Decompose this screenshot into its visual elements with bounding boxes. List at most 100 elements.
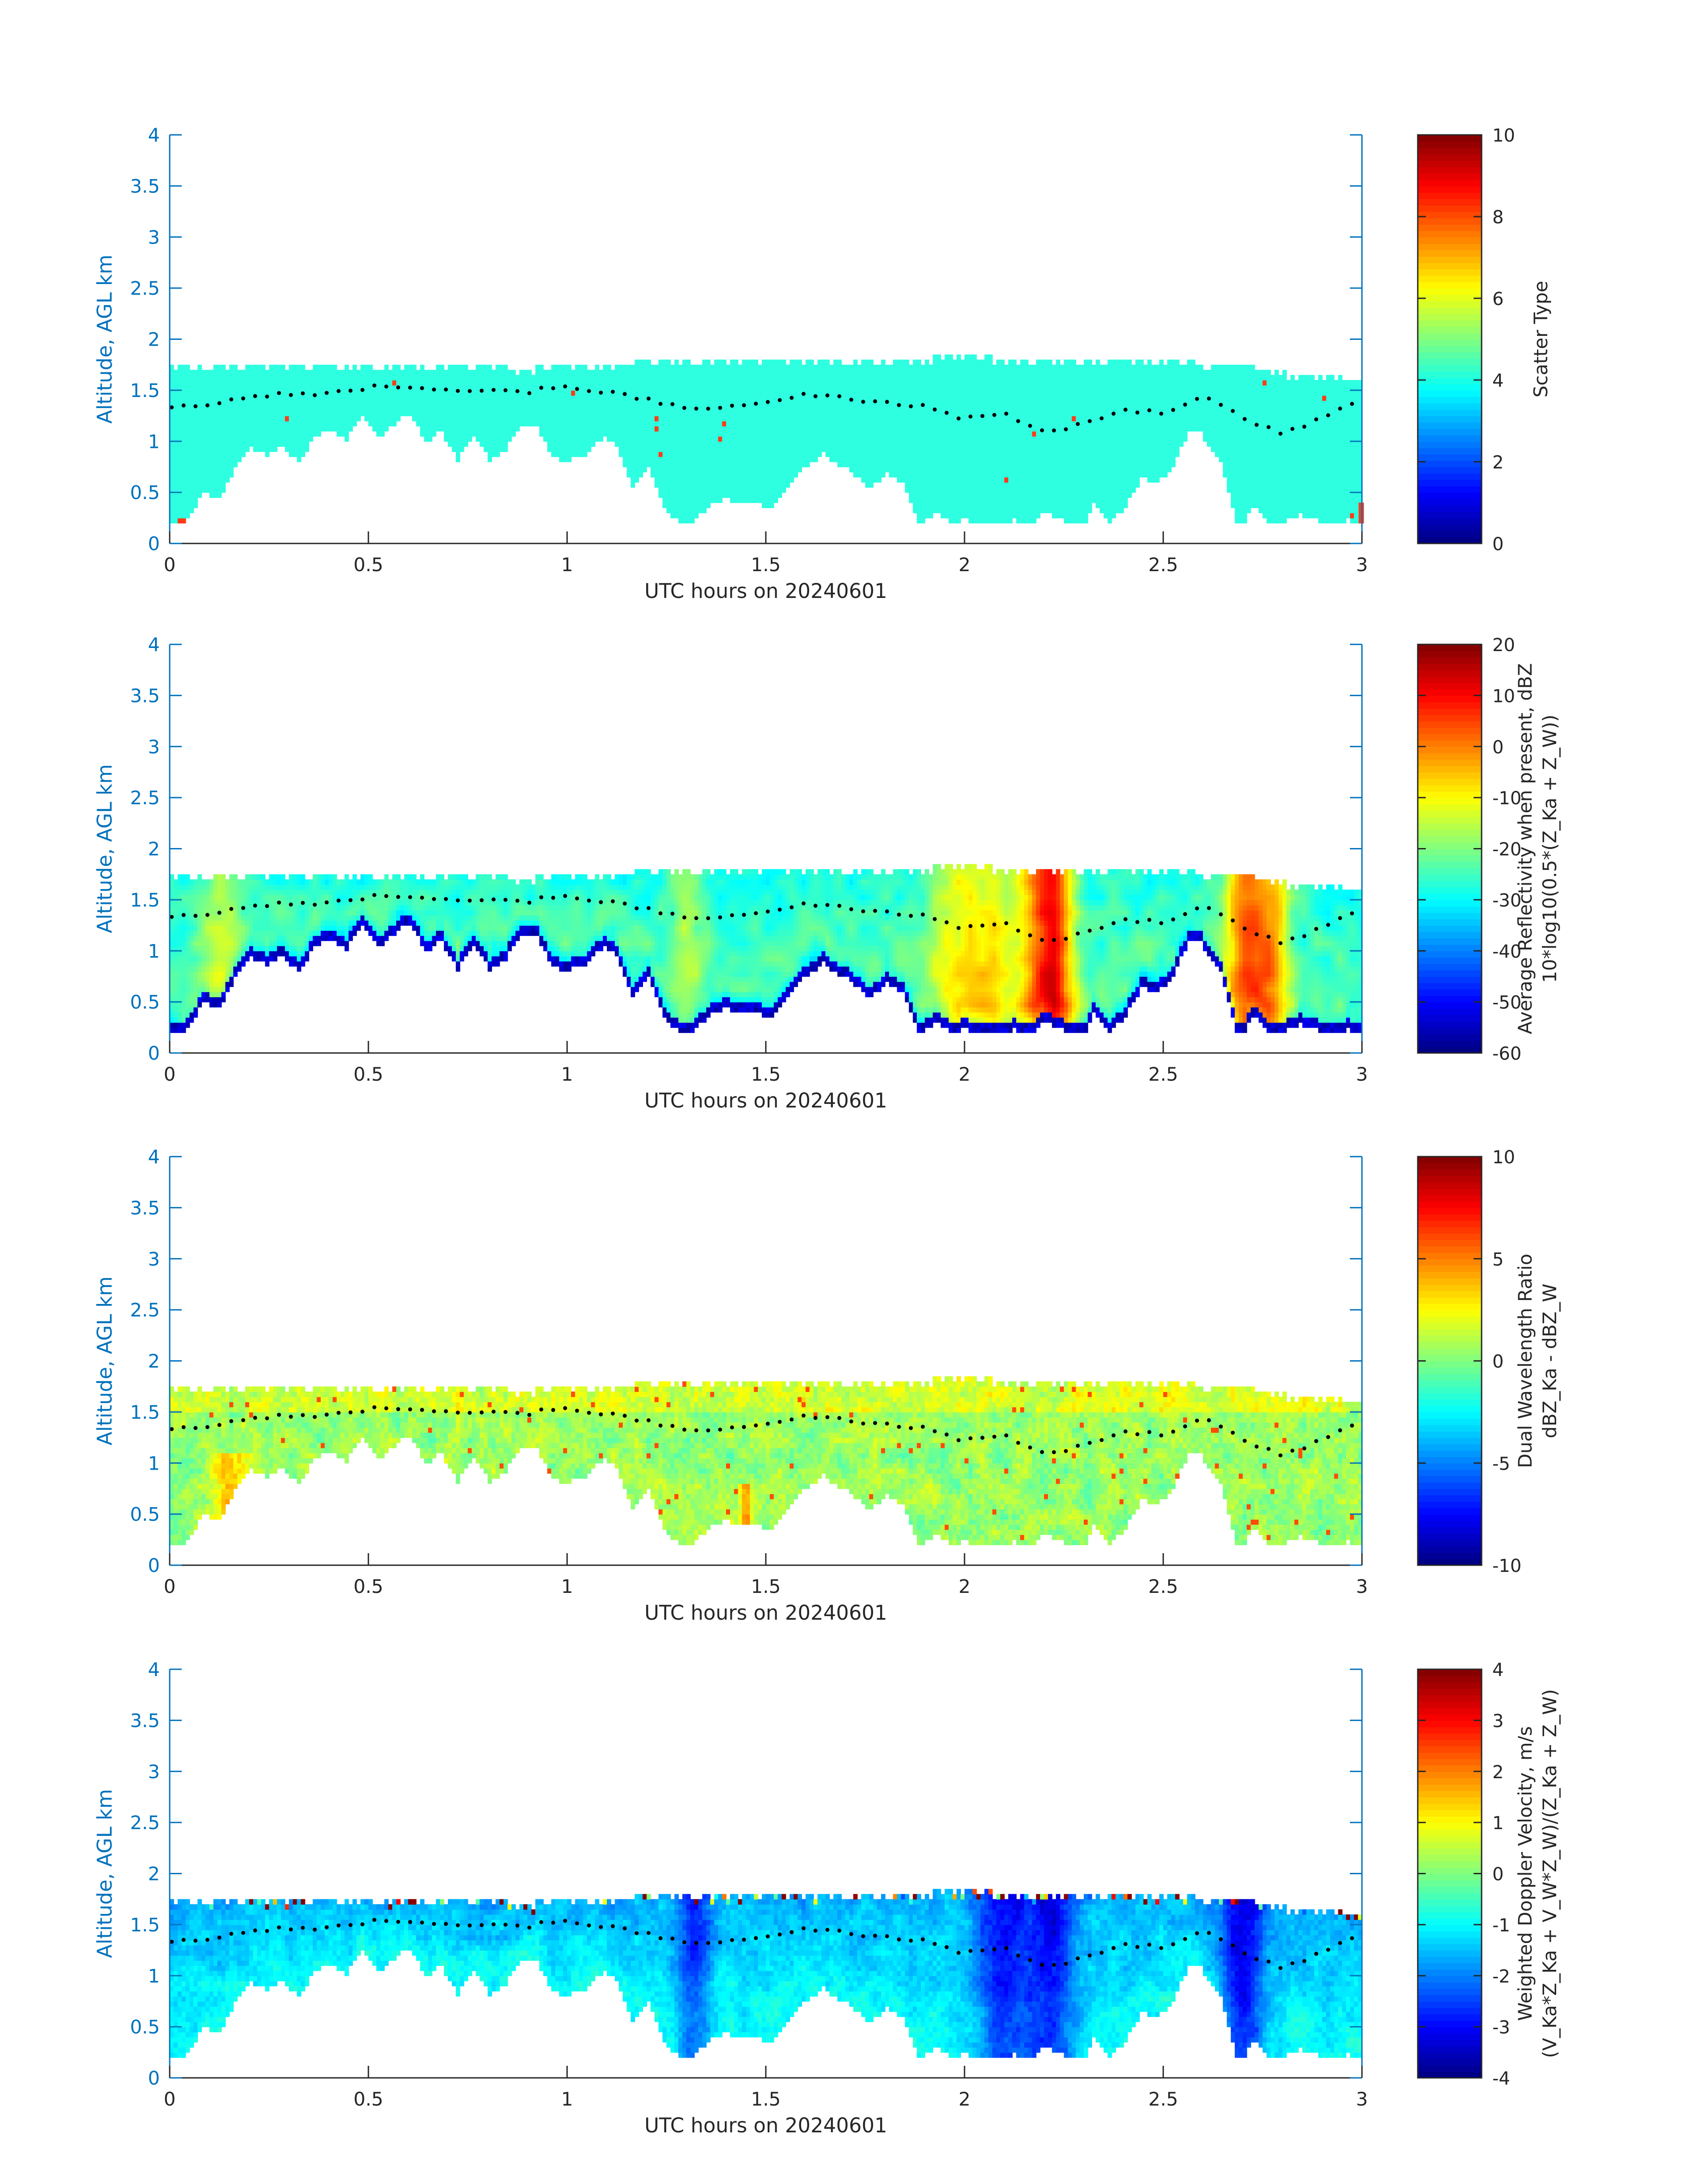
- heatmap-cell: [977, 447, 981, 452]
- heatmap-cell: [1016, 482, 1021, 488]
- heatmap-cell: [1072, 441, 1076, 447]
- heatmap-cell: [742, 462, 747, 467]
- heatmap-cell: [988, 385, 993, 390]
- heatmap-cell: [321, 365, 325, 370]
- heatmap-cell: [678, 365, 683, 370]
- heatmap-cell: [289, 421, 293, 426]
- heatmap-cell: [1008, 416, 1013, 421]
- heatmap-cell: [738, 401, 743, 406]
- heatmap-cell: [1024, 416, 1029, 421]
- heatmap-cell: [1032, 487, 1036, 493]
- heatmap-cell: [806, 411, 810, 416]
- heatmap-cell: [1000, 416, 1005, 421]
- heatmap-cell: [460, 385, 464, 390]
- heatmap-cell: [822, 441, 826, 447]
- heatmap-cell: [643, 405, 647, 411]
- heatmap-cell: [758, 482, 762, 488]
- heatmap-cell: [933, 477, 937, 482]
- heatmap-cell: [1036, 447, 1040, 452]
- heatmap-cell: [877, 390, 881, 396]
- heatmap-cell: [913, 487, 917, 493]
- heatmap-cell: [992, 436, 997, 442]
- heatmap-cell: [277, 411, 281, 416]
- heatmap-cell: [885, 385, 889, 390]
- heatmap-cell: [746, 451, 751, 457]
- heatmap-cell: [786, 431, 790, 436]
- heatmap-cell: [782, 365, 786, 370]
- heatmap-cell: [814, 421, 818, 426]
- heatmap-cell: [853, 375, 858, 380]
- heatmap-cell: [670, 370, 675, 375]
- heatmap-cell: [897, 462, 902, 467]
- heatmap-cell: [674, 477, 679, 482]
- heatmap-cell: [829, 431, 834, 436]
- heatmap-cell: [937, 477, 941, 482]
- heatmap-cell: [917, 385, 921, 390]
- heatmap-cell: [686, 451, 691, 457]
- heatmap-cell: [639, 395, 643, 401]
- heatmap-cell: [484, 426, 488, 431]
- heatmap-cell: [1000, 503, 1005, 508]
- heatmap-cell: [798, 451, 802, 457]
- heatmap-cell: [174, 497, 178, 503]
- heatmap-cell: [233, 421, 238, 426]
- heatmap-cell: [488, 385, 492, 390]
- heatmap-cell: [981, 426, 985, 431]
- heatmap-cell: [873, 441, 877, 447]
- heatmap-cell: [758, 375, 762, 380]
- heatmap-cell: [1056, 462, 1061, 467]
- heatmap-cell: [833, 416, 838, 421]
- heatmap-cell: [178, 451, 182, 457]
- heatmap-cell: [941, 405, 945, 411]
- heatmap-cell: [205, 411, 210, 416]
- heatmap-cell: [635, 441, 639, 447]
- heatmap-cell: [627, 441, 631, 447]
- heatmap-cell: [376, 416, 381, 421]
- heatmap-cell: [643, 416, 647, 421]
- heatmap-cell: [937, 370, 941, 375]
- heatmap-cell: [829, 375, 834, 380]
- heatmap-cell: [988, 503, 993, 508]
- heatmap-cell: [1012, 421, 1017, 426]
- heatmap-cell: [368, 416, 373, 421]
- heatmap-cell: [496, 436, 500, 442]
- heatmap-cell: [738, 431, 743, 436]
- heatmap-cell: [301, 447, 305, 452]
- heatmap-cell: [233, 365, 238, 370]
- heatmap-cell: [1012, 385, 1017, 390]
- heatmap-cell: [448, 436, 452, 442]
- heatmap-cell: [1028, 375, 1032, 380]
- heatmap-cell: [492, 421, 496, 426]
- heatmap-cell: [527, 411, 532, 416]
- heatmap-cell: [1060, 436, 1065, 442]
- heatmap-cell: [500, 370, 504, 375]
- heatmap-cell: [209, 395, 214, 401]
- heatmap-cell: [734, 359, 739, 365]
- heatmap-cell: [750, 477, 754, 482]
- heatmap-cell: [456, 431, 460, 436]
- heatmap-cell: [182, 467, 186, 472]
- heatmap-cell: [1032, 380, 1036, 385]
- heatmap-cell: [929, 503, 933, 508]
- heatmap-cell: [996, 421, 1001, 426]
- heatmap-cell: [1064, 457, 1069, 462]
- heatmap-cell: [182, 487, 186, 493]
- heatmap-cell: [774, 477, 778, 482]
- heatmap-cell: [663, 380, 667, 385]
- heatmap-cell: [647, 380, 651, 385]
- heatmap-cell: [329, 411, 333, 416]
- heatmap-cell: [718, 487, 722, 493]
- heatmap-cell: [706, 467, 711, 472]
- heatmap-cell: [770, 451, 774, 457]
- heatmap-cell: [261, 426, 266, 431]
- heatmap-cell: [853, 462, 858, 467]
- heatmap-cell: [488, 411, 492, 416]
- heatmap-cell: [476, 370, 480, 375]
- heatmap-cell: [655, 451, 659, 457]
- heatmap-cell: [193, 370, 198, 375]
- heatmap-cell: [897, 447, 902, 452]
- heatmap-cell: [388, 405, 393, 411]
- heatmap-cell: [651, 426, 655, 431]
- heatmap-cell: [746, 421, 751, 426]
- heatmap-cell: [1032, 395, 1036, 401]
